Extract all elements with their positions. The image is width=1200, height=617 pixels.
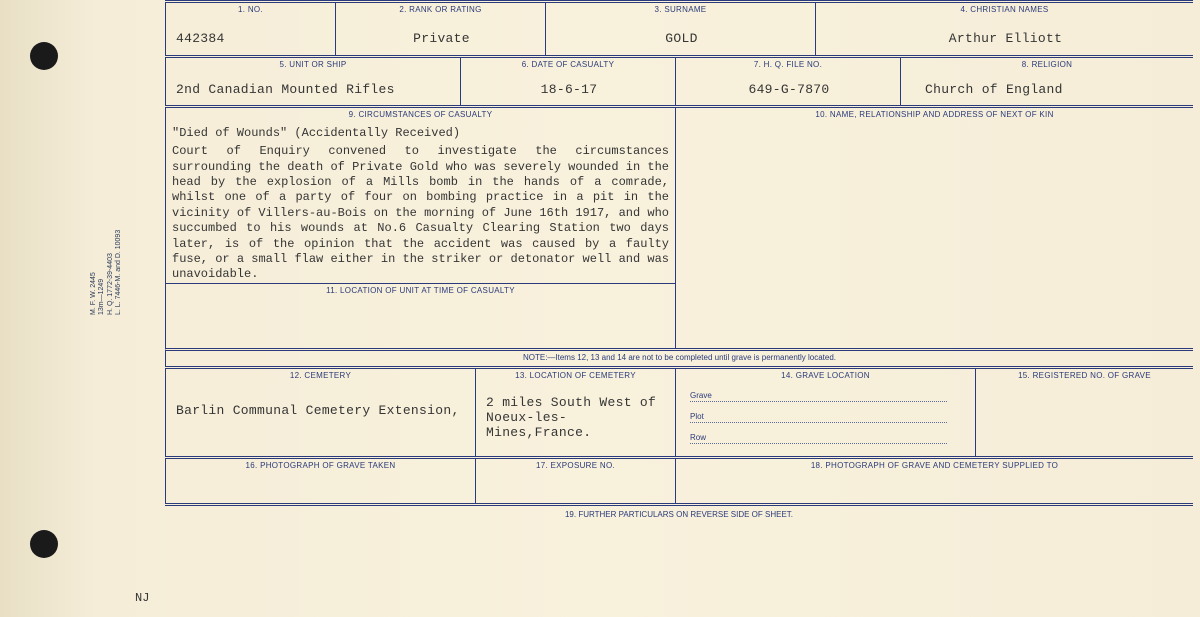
label-photo-taken: 16. PHOTOGRAPH OF GRAVE TAKEN (165, 459, 475, 471)
label-date-casualty: 6. DATE OF CASUALTY (460, 58, 675, 70)
label-location-cemetery: 13. LOCATION OF CEMETERY (475, 369, 675, 381)
value-rank: Private (335, 15, 545, 55)
record-card: 1. NO. 2. RANK OR RATING 3. SURNAME 4. C… (165, 0, 1193, 617)
label-circumstances: 9. CIRCUMSTANCES OF CASUALTY (165, 108, 675, 120)
label-surname: 3. SURNAME (545, 3, 815, 15)
punch-hole (30, 530, 58, 558)
label-no: 1. NO. (165, 3, 335, 15)
value-registered-no (975, 381, 1193, 456)
corner-initials: NJ (135, 591, 149, 605)
label-religion: 8. RELIGION (900, 58, 1193, 70)
label-further-particulars: 19. FURTHER PARTICULARS ON REVERSE SIDE … (165, 506, 1193, 519)
note-text: NOTE:—Items 12, 13 and 14 are not to be … (165, 348, 1193, 366)
label-registered-no: 15. REGISTERED NO. OF GRAVE (975, 369, 1193, 381)
label-photo-supplied: 18. PHOTOGRAPH OF GRAVE AND CEMETERY SUP… (675, 459, 1193, 471)
value-religion: Church of England (900, 70, 1193, 105)
value-next-of-kin (675, 120, 1193, 283)
spacer (675, 283, 1193, 298)
value-photo-taken (165, 471, 475, 503)
label-hq-file: 7. H. Q. FILE NO. (675, 58, 900, 70)
value-cemetery: Barlin Communal Cemetery Extension, (165, 381, 475, 456)
value-unit: 2nd Canadian Mounted Rifles (165, 70, 460, 105)
grave-line-grave: Grave (690, 391, 947, 402)
value-location-cemetery: 2 miles South West of Noeux-les-Mines,Fr… (475, 381, 675, 456)
label-exposure-no: 17. EXPOSURE NO. (475, 459, 675, 471)
spacer (675, 298, 1193, 348)
circumstances-title: "Died of Wounds" (Accidentally Received) (172, 126, 669, 141)
punch-hole (30, 42, 58, 70)
circumstances-body: Court of Enquiry convened to investigate… (172, 144, 669, 282)
label-cemetery: 12. CEMETERY (165, 369, 475, 381)
value-photo-supplied (675, 471, 1193, 503)
value-no: 442384 (165, 15, 335, 55)
value-date-casualty: 18-6-17 (460, 70, 675, 105)
value-exposure-no (475, 471, 675, 503)
value-location-unit (165, 298, 675, 348)
value-hq-file: 649-G-7870 (675, 70, 900, 105)
value-christian-names: Arthur Elliott (815, 15, 1193, 55)
label-unit: 5. UNIT OR SHIP (165, 58, 460, 70)
value-surname: GOLD (545, 15, 815, 55)
label-next-of-kin: 10. NAME, RELATIONSHIP AND ADDRESS OF NE… (675, 108, 1193, 120)
grave-location-lines: Grave Plot Row (675, 381, 975, 456)
label-rank: 2. RANK OR RATING (335, 3, 545, 15)
grave-line-row: Row (690, 433, 947, 444)
grave-line-plot: Plot (690, 412, 947, 423)
label-christian-names: 4. CHRISTIAN NAMES (815, 3, 1193, 15)
side-form-code: M. F. W. 2445 13m—1249 H. Q. 1772-39-440… (90, 230, 124, 315)
label-location-unit: 11. LOCATION OF UNIT AT TIME OF CASUALTY (165, 283, 675, 298)
label-grave-location: 14. GRAVE LOCATION (675, 369, 975, 381)
value-circumstances: "Died of Wounds" (Accidentally Received)… (165, 120, 675, 283)
document-page: M. F. W. 2445 13m—1249 H. Q. 1772-39-440… (0, 0, 1200, 617)
